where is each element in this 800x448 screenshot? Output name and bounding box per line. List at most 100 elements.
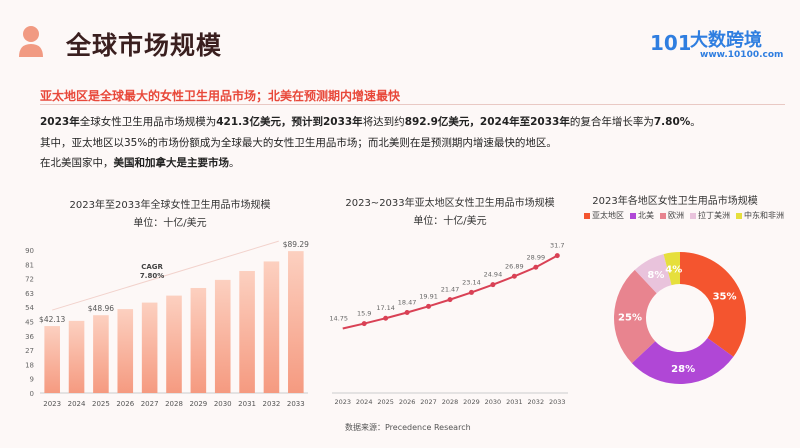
bar [166,295,182,393]
x-tick-label: 2033 [287,400,305,408]
data-point [490,282,496,288]
data-label: $89.29 [283,240,309,249]
slice-label: 28% [671,364,695,375]
x-tick-label: 2032 [528,398,545,406]
x-tick-label: 2024 [356,398,373,406]
cagr-trend-arrow [52,240,279,311]
paragraph-segment: 7.80% [653,116,691,128]
bar [44,326,60,393]
logo-text: 大数跨境 [690,30,762,51]
data-point [404,310,410,316]
y-tick-label: 63 [25,290,34,298]
bar [263,261,280,393]
line-chart: 14.75 2023 15.9 2024 17.14 2025 18.47 2026 19.91… [329,242,568,406]
data-label: $48.96 [88,304,114,313]
y-tick-label: 72 [25,276,34,284]
slice-label: 35% [713,291,737,302]
slice-label: 25% [618,312,642,323]
bar-chart-title: 2023年至2033年全球女性卫生用品市场规模 [69,200,271,211]
paragraph-segment: 在北美国家中， [40,157,114,169]
legend-swatch [630,212,636,219]
data-source: 数据来源：Precedence Research [345,423,471,432]
pie-chart-title: 2023年各地区女性卫生用品市场规模 [592,196,758,207]
data-label: 14.75 [329,315,348,323]
pie-legend: 亚太地区 北美 欧洲 拉丁美洲 中东和非洲 [584,210,784,221]
data-point [554,253,560,259]
bar [141,302,158,393]
paragraph-segment: 的复合年增长率为 [569,116,654,128]
data-point [468,289,474,295]
paragraph-segment: 。 [229,157,240,169]
bar [214,279,231,393]
bar [288,251,304,393]
svg-text:10100: 10100 [650,31,690,55]
data-label: 23.14 [462,278,481,286]
data-label: 28.99 [527,253,546,261]
headline: 亚太地区是全球最大的女性卫生用品市场；北美在预测期内增速最快 [40,89,401,103]
x-tick-label: 2032 [263,400,281,408]
paragraph-segment: 其中，亚太地区以35%的市场份额成为全球最大的女性卫生用品市场；而北美则在是预测… [40,137,557,149]
legend-label: 拉丁美洲 [698,211,730,220]
x-tick-label: 2031 [506,398,523,406]
line-chart-unit: 单位：十亿/美元 [413,216,487,227]
bar [190,287,207,393]
x-tick-label: 2026 [399,398,416,406]
x-tick-label: 2023 [43,400,61,408]
x-tick-label: 2025 [92,400,110,408]
data-label: $42.13 [39,315,65,324]
line-chart-title: 2023~2033年亚太地区女性卫生用品市场规模 [345,198,555,209]
data-label: 24.94 [484,271,503,279]
y-tick-label: 81 [25,261,34,269]
logo-url: www.10100.com [700,50,784,60]
legend-item: 拉丁美洲 [690,210,730,221]
x-tick-label: 2029 [189,400,207,408]
x-tick-label: 2028 [442,398,459,406]
slice-label: 8% [647,270,664,281]
data-label: 21.47 [441,286,460,294]
paragraph-segment: 。 [690,116,701,128]
data-point [361,321,367,327]
bar [68,320,85,393]
paragraph-2: 其中，亚太地区以35%的市场份额成为全球最大的女性卫生用品市场；而北美则在是预测… [40,135,557,150]
y-tick-label: 18 [25,361,34,369]
x-tick-label: 2031 [238,400,256,408]
donut-chart: 35% 28% 25% 8%4% [614,252,746,384]
data-label: 19.91 [419,292,438,300]
logo: 10100 [650,24,720,62]
x-tick-label: 2027 [420,398,437,406]
data-point [383,315,389,321]
x-tick-label: 2023 [334,398,351,406]
x-tick-label: 2025 [377,398,394,406]
data-point [533,264,539,270]
woman-avatar-icon [19,26,43,57]
donut-slice [634,254,672,294]
legend-swatch [690,212,696,219]
y-tick-label: 36 [25,333,34,341]
legend-item: 北美 [630,210,654,221]
x-tick-label: 2024 [68,400,86,408]
x-tick-label: 2030 [214,400,232,408]
legend-label: 欧洲 [668,211,684,220]
x-tick-label: 2026 [116,400,134,408]
data-label: 26.89 [505,262,524,270]
data-point [426,303,432,309]
x-tick-label: 2033 [549,398,566,406]
x-tick-label: 2029 [463,398,480,406]
donut-slice [680,252,746,357]
paragraph-segment: 全球女性卫生用品市场规模为 [79,116,217,128]
y-tick-label: 54 [25,304,34,312]
donut-slice [631,337,734,384]
legend-item: 亚太地区 [584,210,624,221]
bar-chart-unit: 单位：十亿/美元 [133,218,207,229]
paragraph-segment: 2023年 [40,116,80,128]
x-tick-label: 2030 [485,398,502,406]
legend-label: 北美 [638,211,654,220]
bar [93,315,109,393]
divider [40,104,785,105]
legend-swatch [584,212,590,219]
paragraph-segment: 892.9亿美元 [404,116,470,128]
legend-swatch [736,212,742,219]
paragraph-segment: 将达到约 [362,116,405,128]
logo-mark-icon: 10100 [650,31,720,55]
